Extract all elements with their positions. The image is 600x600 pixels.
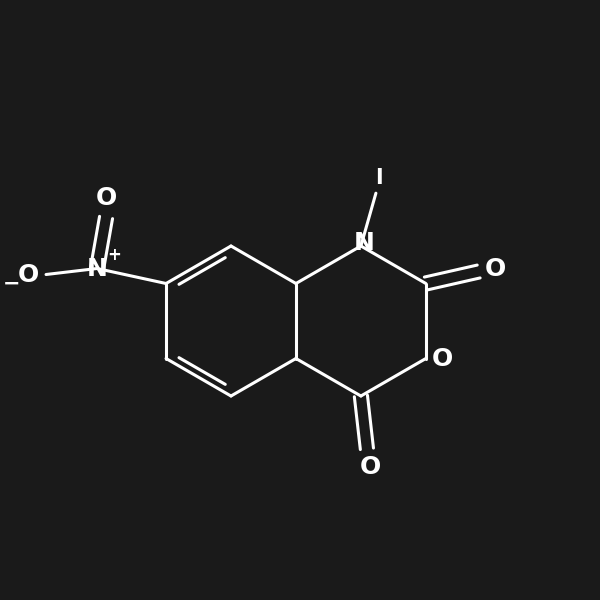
Text: N: N	[353, 231, 374, 255]
Text: O: O	[359, 455, 380, 479]
Text: O: O	[432, 347, 453, 371]
Text: N: N	[86, 257, 107, 280]
Text: O: O	[485, 257, 506, 280]
Text: l: l	[375, 168, 383, 188]
Text: −: −	[2, 274, 20, 293]
Text: O: O	[95, 186, 116, 210]
Text: +: +	[107, 246, 121, 264]
Text: O: O	[17, 263, 38, 286]
